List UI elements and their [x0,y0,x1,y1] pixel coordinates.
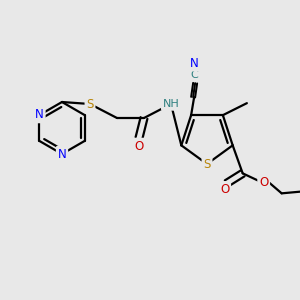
Text: C: C [190,70,198,80]
Text: S: S [86,98,94,110]
Text: N: N [190,57,199,70]
Text: O: O [220,183,229,196]
Text: N: N [35,109,44,122]
Text: N: N [58,148,66,160]
Text: O: O [259,176,268,189]
Text: NH: NH [163,99,179,109]
Text: O: O [134,140,144,152]
Text: S: S [203,158,211,170]
